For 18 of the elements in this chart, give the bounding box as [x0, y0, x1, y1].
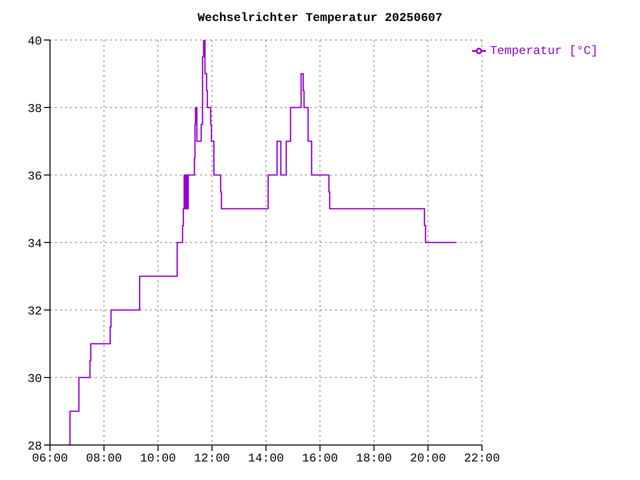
y-tick-label: 40	[28, 34, 42, 48]
y-tick-label: 36	[28, 169, 42, 184]
y-tick-label: 34	[28, 236, 42, 251]
x-tick-label: 12:00	[194, 452, 230, 466]
x-tick-label: 10:00	[140, 452, 176, 466]
legend-label: Temperatur [°C]	[490, 44, 598, 58]
x-tick-label: 14:00	[248, 452, 284, 466]
x-tick-label: 18:00	[356, 452, 392, 466]
x-tick-label: 08:00	[86, 452, 122, 466]
x-tick-label: 16:00	[302, 452, 338, 466]
x-tick-label: 06:00	[32, 452, 68, 466]
chart-title: Wechselrichter Temperatur 20250607	[196, 10, 444, 27]
y-tick-label: 28	[28, 439, 42, 454]
y-tick-label: 32	[28, 304, 42, 318]
x-tick-label: 22:00	[464, 452, 500, 466]
y-tick-label: 30	[28, 372, 42, 386]
x-tick-label: 20:00	[410, 452, 446, 466]
y-tick-label: 38	[28, 102, 42, 116]
